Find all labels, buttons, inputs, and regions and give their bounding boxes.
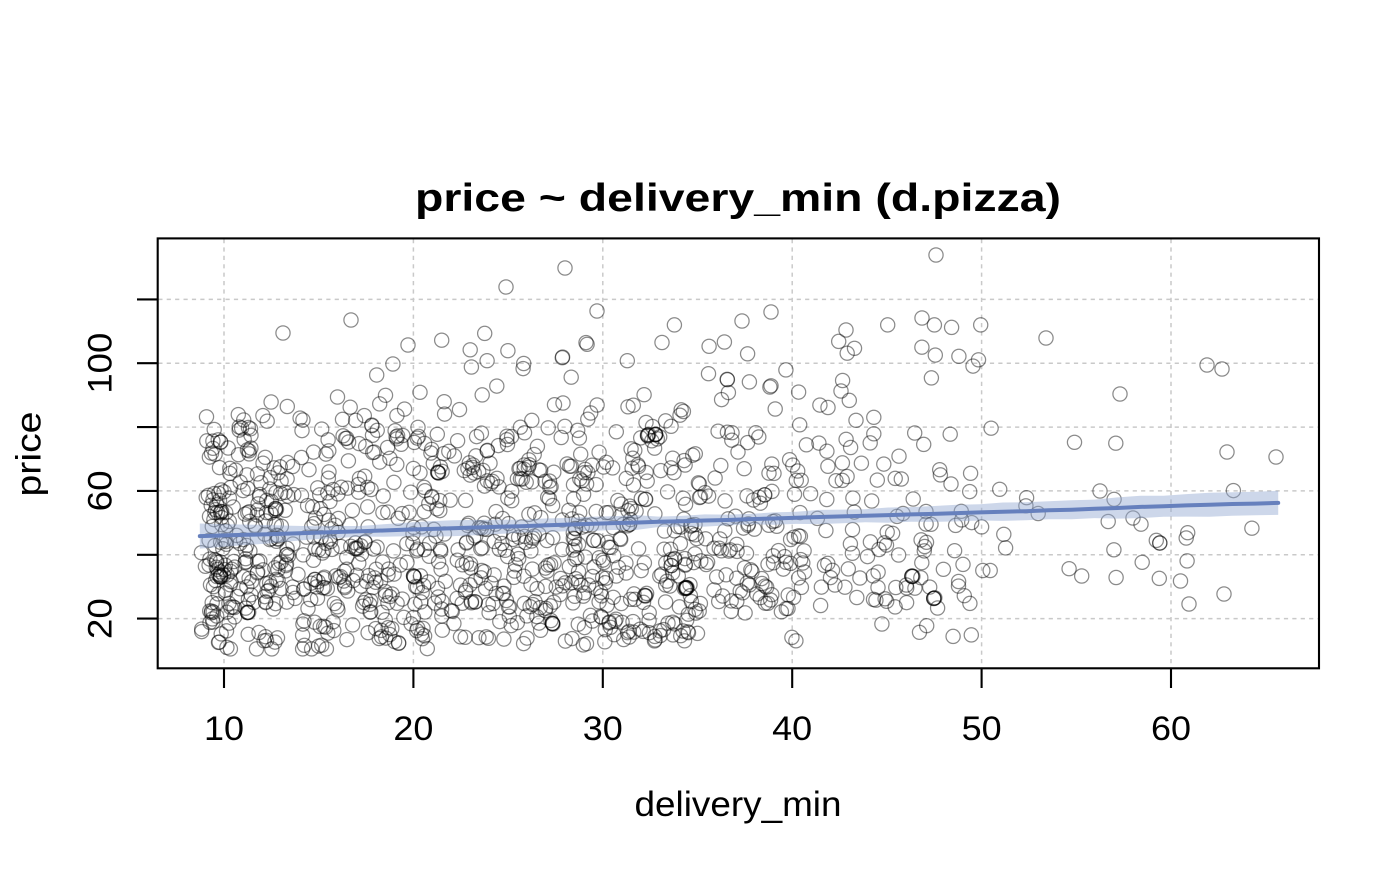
svg-text:10: 10: [204, 710, 244, 748]
svg-text:price: price: [10, 412, 49, 497]
svg-text:price ~ delivery_min (d.pizza): price ~ delivery_min (d.pizza): [415, 177, 1061, 220]
svg-text:60: 60: [81, 470, 119, 511]
svg-text:20: 20: [81, 598, 119, 639]
svg-text:40: 40: [772, 710, 812, 748]
svg-text:20: 20: [393, 710, 433, 748]
svg-text:delivery_min: delivery_min: [635, 785, 842, 824]
svg-text:60: 60: [1151, 710, 1191, 748]
svg-text:30: 30: [583, 710, 623, 748]
svg-text:50: 50: [962, 710, 1002, 748]
svg-text:100: 100: [81, 333, 119, 394]
